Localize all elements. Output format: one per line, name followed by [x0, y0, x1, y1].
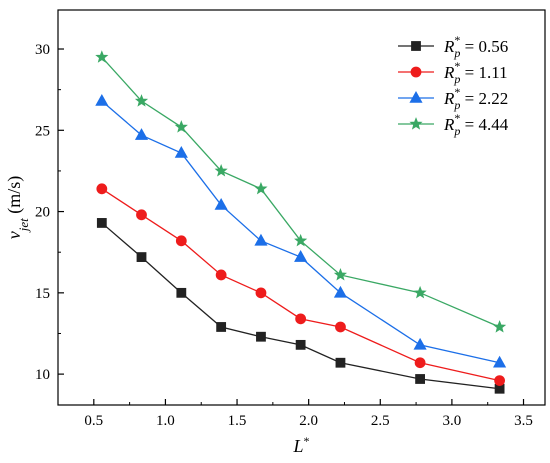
data-point-triangle: [294, 250, 308, 262]
series-line: [101, 222, 500, 390]
x-tick-label: 2.0: [299, 413, 318, 429]
data-point-star: [134, 94, 149, 107]
legend-label: Rp* = 2.22: [443, 85, 508, 112]
x-tick-label: 1.0: [156, 413, 175, 429]
data-point-square: [415, 374, 425, 384]
data-point-star: [95, 50, 109, 63]
data-point-square: [335, 357, 346, 368]
legend-marker: [409, 117, 423, 130]
data-point-star: [413, 285, 427, 299]
data-point-star: [294, 233, 308, 247]
data-point-triangle: [413, 337, 427, 350]
legend-item: Rp* = 0.56: [398, 33, 508, 60]
x-tick-label: 0.5: [84, 413, 103, 429]
series-2: [96, 183, 505, 387]
data-point-circle: [175, 235, 187, 247]
data-point-triangle: [134, 128, 149, 140]
data-point-star: [333, 268, 348, 281]
data-point-triangle: [333, 285, 348, 298]
data-point-circle: [414, 357, 426, 369]
legend-label: Rp* = 1.11: [443, 59, 508, 86]
y-tick-label: 20: [35, 205, 50, 221]
data-point-star: [493, 320, 507, 333]
y-tick-label: 25: [35, 123, 50, 139]
data-point-star: [174, 120, 188, 133]
data-point-square: [256, 331, 266, 342]
series-line: [101, 188, 500, 382]
series-4: [95, 50, 507, 333]
x-tick-label: 2.5: [371, 413, 390, 429]
x-axis-label: L*: [292, 434, 309, 456]
data-point-square: [295, 339, 306, 350]
y-tick-label: 30: [35, 42, 50, 58]
data-point-circle: [136, 209, 147, 221]
y-tick-label: 10: [35, 367, 50, 383]
axis-ticks: 0.5 1.0 1.5 2.0 2.5 3.0 3.5 10 15 20 25 30: [35, 42, 533, 429]
plot-area-border: [57, 9, 546, 406]
legend-item: Rp* = 2.22: [398, 85, 508, 112]
plot-frame: [57, 9, 546, 406]
y-axis-label: vjet (m/s): [4, 176, 31, 240]
data-point-circle: [215, 269, 227, 281]
series-1: [96, 218, 505, 394]
data-point-triangle: [493, 355, 507, 368]
data-point-circle: [255, 287, 267, 299]
data-point-triangle: [254, 233, 268, 246]
data-point-triangle: [174, 146, 188, 158]
data-point-square: [176, 287, 187, 298]
series-line: [101, 56, 500, 328]
data-point-circle: [295, 313, 307, 325]
x-tick-label: 3.5: [514, 413, 533, 429]
legend-label: Rp* = 4.44: [443, 111, 509, 138]
x-tick-label: 3.0: [443, 413, 462, 429]
data-point-star: [254, 181, 268, 195]
data-point-triangle: [214, 198, 228, 210]
legend-label: Rp* = 0.56: [443, 33, 508, 60]
data-point-circle: [494, 375, 505, 387]
legend-marker: [409, 90, 423, 103]
data-point-square: [216, 322, 227, 332]
data-point-circle: [335, 321, 346, 333]
data-point-square: [136, 252, 147, 262]
legend-item: Rp* = 4.44: [398, 111, 509, 138]
legend-marker: [411, 41, 421, 51]
data-point-circle: [96, 183, 108, 195]
legend-item: Rp* = 1.11: [398, 59, 508, 86]
data-point-triangle: [95, 94, 109, 106]
data-point-star: [214, 164, 228, 177]
series-group: [95, 50, 507, 394]
legend-marker: [410, 66, 422, 78]
data-point-square: [96, 218, 107, 228]
y-tick-label: 15: [35, 286, 50, 302]
series-3: [95, 94, 507, 368]
x-tick-label: 1.5: [228, 413, 247, 429]
